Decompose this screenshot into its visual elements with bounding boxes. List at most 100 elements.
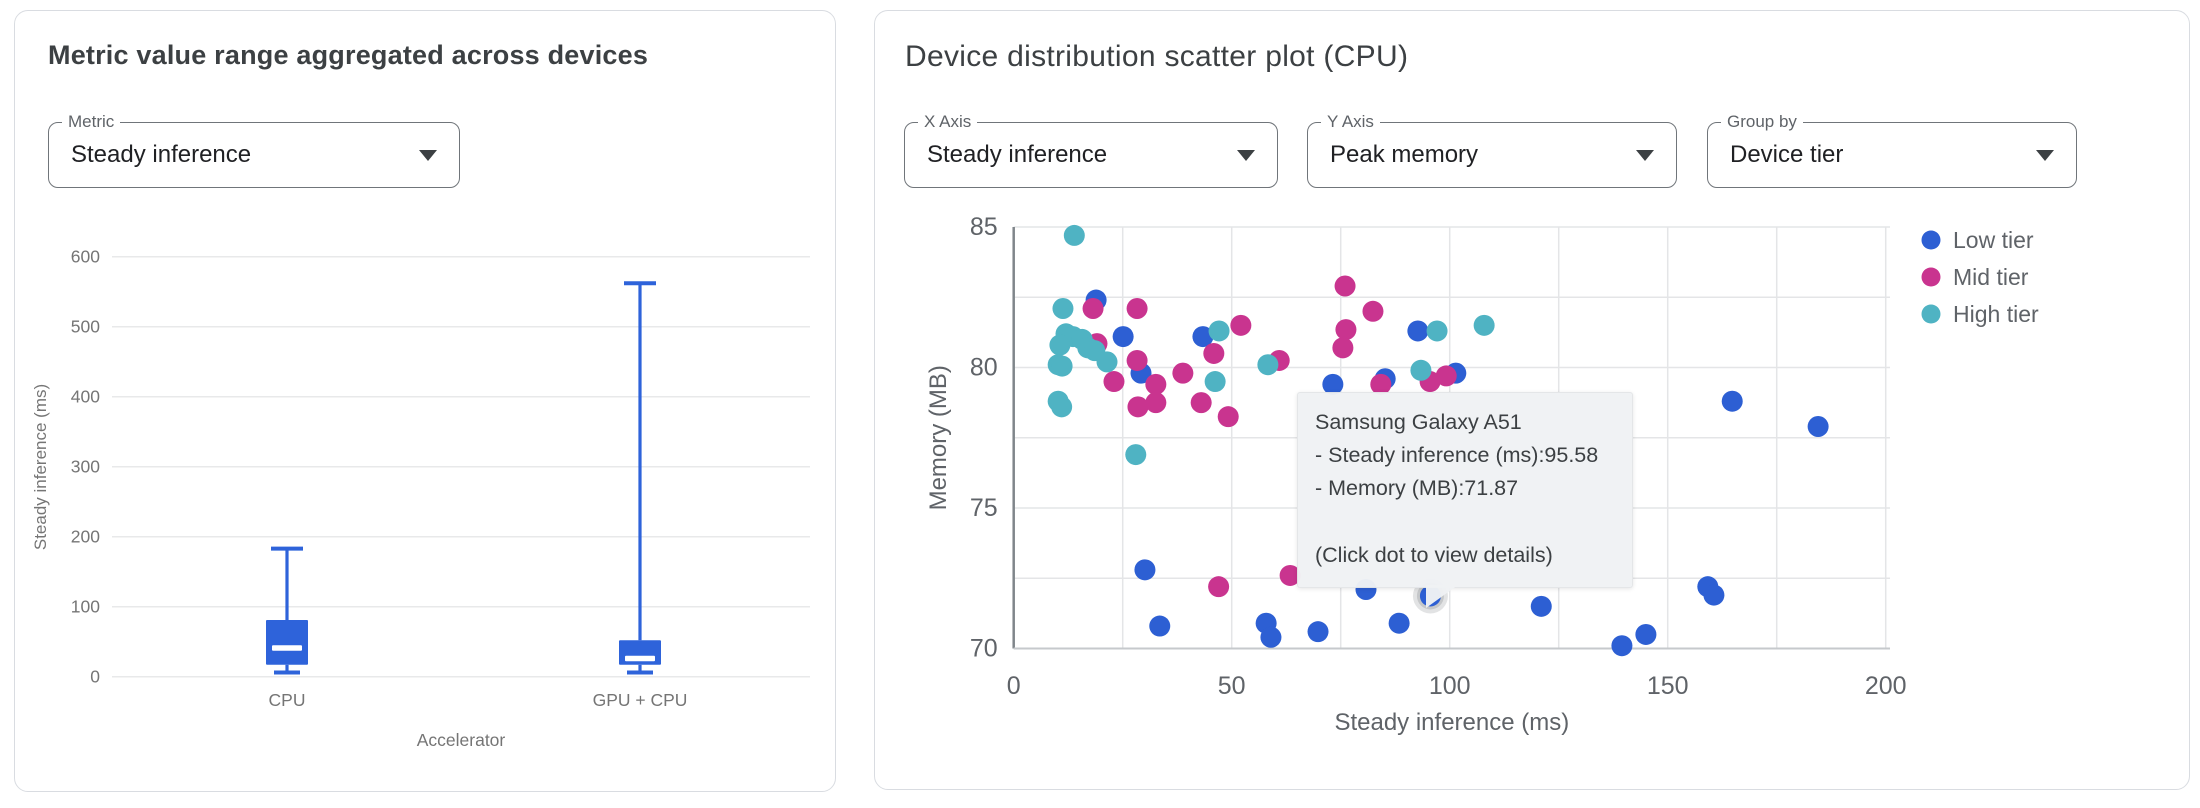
scatter-ytick-label: 75: [970, 494, 998, 522]
scatter-dot[interactable]: [1125, 444, 1147, 466]
group-by-select[interactable]: Group by Device tier: [1707, 112, 2077, 188]
scatter-dot[interactable]: [1149, 615, 1171, 637]
scatter-dot[interactable]: [1635, 623, 1657, 645]
scatter-y-axis-title: Memory (MB): [925, 365, 952, 510]
tooltip-x-value: - Steady inference (ms):95.58: [1315, 443, 1599, 467]
scatter-dot[interactable]: [1103, 371, 1125, 393]
scatter-dot[interactable]: [1190, 392, 1212, 414]
scatter-dot[interactable]: [1257, 354, 1279, 376]
boxplot-chart: 0 100 200 300 400 500 600 Steady inference (ms)…: [31, 247, 810, 750]
scatter-dot[interactable]: [1051, 355, 1073, 377]
scatter-xtick-label: 50: [1218, 672, 1246, 700]
legend-label: Mid tier: [1953, 264, 2029, 290]
scatter-dot[interactable]: [1112, 326, 1134, 348]
scatter-dot[interactable]: [1473, 314, 1495, 336]
boxplot-ytick-label: 0: [90, 667, 100, 687]
x-axis-select[interactable]: X Axis Steady inference: [904, 112, 1278, 188]
scatter-dot[interactable]: [1051, 396, 1073, 418]
scatter-dot[interactable]: [1204, 371, 1226, 393]
tooltip-device-name: Samsung Galaxy A51: [1315, 410, 1522, 434]
scatter-dot[interactable]: [1721, 390, 1743, 412]
scatter-dot[interactable]: [1335, 319, 1357, 341]
scatter-dot[interactable]: [1126, 349, 1148, 371]
boxplot-ytick-label: 300: [71, 457, 100, 477]
dropdown-arrow-icon: [2036, 150, 2054, 161]
legend-item[interactable]: Mid tier: [1921, 264, 2029, 290]
boxplot-ytick-label: 600: [71, 247, 100, 267]
scatter-dot[interactable]: [1435, 365, 1457, 387]
scatter-dot[interactable]: [1145, 392, 1167, 414]
boxplot-y-axis-title: Steady inference (ms): [31, 384, 50, 550]
metric-select-label: Metric: [62, 112, 121, 132]
dropdown-arrow-icon: [1237, 150, 1255, 161]
boxplot-x-axis-title: Accelerator: [417, 730, 506, 750]
scatter-dot[interactable]: [1260, 626, 1282, 648]
scatter-dot[interactable]: [1410, 359, 1432, 381]
scatter-dot[interactable]: [1203, 342, 1225, 364]
scatter-tooltip: Samsung Galaxy A51 - Steady inference (m…: [1297, 392, 1633, 608]
scatter-dot[interactable]: [1172, 362, 1194, 384]
scatter-dot[interactable]: [1407, 320, 1429, 342]
scatter-dot[interactable]: [1217, 406, 1239, 428]
boxplot-ytick-label: 200: [71, 527, 100, 547]
y-axis-select-label: Y Axis: [1321, 112, 1380, 132]
scatter-dot[interactable]: [1208, 576, 1230, 598]
scatter-dot[interactable]: [1388, 612, 1410, 634]
metric-select-value: Steady inference: [71, 141, 252, 168]
scatter-dot[interactable]: [1127, 396, 1149, 418]
scatter-dot[interactable]: [1134, 559, 1156, 581]
scatter-dot[interactable]: [1370, 373, 1392, 395]
scatter-dot[interactable]: [1332, 337, 1354, 359]
scatter-dot[interactable]: [1145, 373, 1167, 395]
group-by-select-value: Device tier: [1730, 141, 1844, 168]
scatter-dot[interactable]: [1334, 275, 1356, 297]
scatter-dot[interactable]: [1611, 635, 1633, 657]
scatter-dot[interactable]: [1192, 326, 1214, 348]
boxplot-ytick-label: 400: [71, 387, 100, 407]
y-axis-select[interactable]: Y Axis Peak memory: [1307, 112, 1677, 188]
scatter-xtick-label: 150: [1647, 672, 1689, 700]
scatter-xtick-label: 0: [1007, 672, 1021, 700]
scatter-dot[interactable]: [1279, 564, 1301, 586]
scatter-legend: Low tier Mid tier High tier: [1921, 227, 2039, 327]
scatter-dot[interactable]: [1322, 373, 1344, 395]
scatter-ytick-label: 80: [970, 354, 998, 382]
boxplot-category-label: CPU: [269, 690, 306, 710]
dropdown-arrow-icon: [1636, 150, 1654, 161]
x-axis-select-value: Steady inference: [927, 141, 1108, 168]
boxplot-box[interactable]: [619, 281, 661, 675]
tooltip-spacer: [1315, 505, 1615, 539]
tooltip-y-value: - Memory (MB):71.87: [1315, 476, 1519, 500]
scatter-dot[interactable]: [1052, 297, 1074, 319]
scatter-dot[interactable]: [1208, 320, 1230, 342]
scatter-dot[interactable]: [1082, 297, 1104, 319]
boxplot-category-label: GPU + CPU: [593, 690, 688, 710]
dropdown-arrow-icon: [419, 150, 437, 161]
legend-label: Low tier: [1953, 227, 2034, 253]
metric-select[interactable]: Metric Steady inference: [48, 112, 460, 188]
scatter-dot[interactable]: [1703, 584, 1725, 606]
scatter-dot[interactable]: [1049, 334, 1071, 356]
scatter-dot[interactable]: [1307, 621, 1329, 643]
legend-item[interactable]: High tier: [1921, 301, 2039, 327]
legend-item[interactable]: Low tier: [1921, 227, 2034, 253]
scatter-dot[interactable]: [1230, 314, 1252, 336]
right-panel-title: Device distribution scatter plot (CPU): [905, 40, 1409, 73]
scatter-x-axis-title: Steady inference (ms): [1334, 709, 1569, 736]
scatter-dot[interactable]: [1126, 297, 1148, 319]
scatter-chart: 70 75 80 85 0 50 100 150 200 Steady inference (ms…: [925, 213, 2039, 736]
scatter-dot[interactable]: [1530, 595, 1552, 617]
legend-label: High tier: [1953, 301, 2039, 327]
scatter-dot[interactable]: [1807, 416, 1829, 438]
left-panel-title: Metric value range aggregated across dev…: [48, 40, 649, 70]
scatter-ytick-label: 70: [970, 635, 998, 663]
boxplot-ytick-label: 100: [71, 597, 100, 617]
boxplot-box[interactable]: [266, 546, 308, 675]
scatter-dot[interactable]: [1096, 351, 1118, 373]
scatter-dot[interactable]: [1063, 224, 1085, 246]
scatter-dot[interactable]: [1426, 320, 1448, 342]
scatter-dot[interactable]: [1362, 300, 1384, 322]
scatter-xtick-label: 100: [1429, 672, 1471, 700]
tooltip-tail: [1426, 585, 1458, 608]
